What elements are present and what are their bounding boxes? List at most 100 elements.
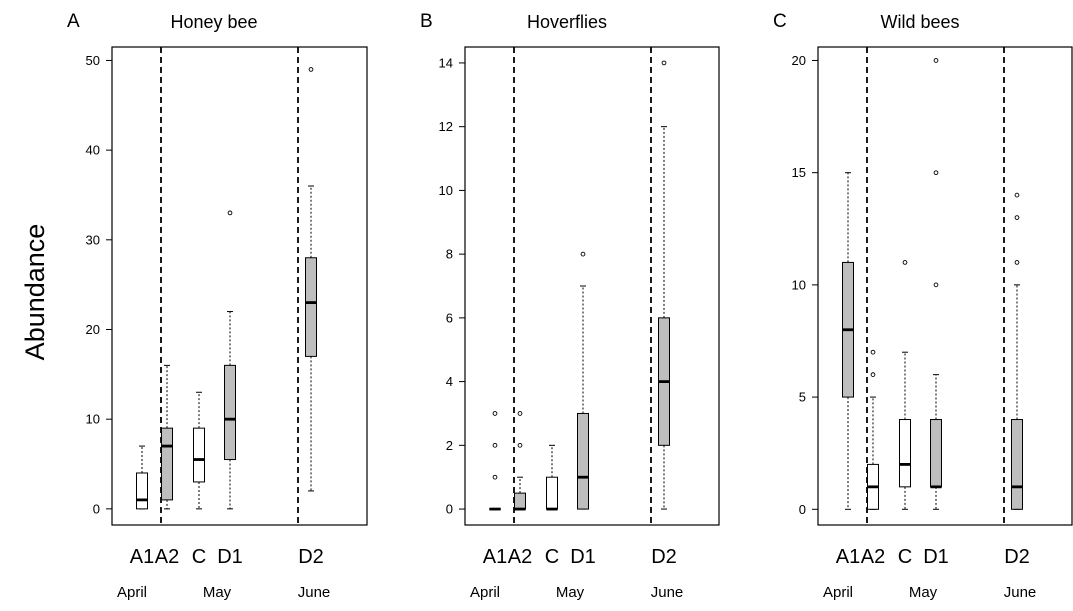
panel-letter: A <box>67 11 80 32</box>
y-tick-label: 6 <box>446 310 453 325</box>
category-label: A1 <box>836 546 860 568</box>
category-label: A2 <box>155 546 179 568</box>
box-d2 <box>1011 192 1023 510</box>
box-body <box>546 476 558 510</box>
box-c <box>193 391 205 510</box>
outlier-point <box>227 210 233 216</box>
category-label: C <box>898 546 912 568</box>
box-body <box>899 419 911 488</box>
box-body <box>1011 419 1023 510</box>
category-label: D2 <box>1004 546 1030 568</box>
category-label: A2 <box>508 546 532 568</box>
category-label: D1 <box>923 546 949 568</box>
panel-a: A Honey bee 0 10 20 30 40 50 A1 A2 C D1 D2 April May Ju… <box>67 11 368 601</box>
panel-title: Hoverflies <box>527 12 607 32</box>
y-tick-label: 15 <box>792 165 806 180</box>
y-tick-label: 30 <box>86 232 100 247</box>
plot-frame <box>817 46 1073 526</box>
month-label: June <box>298 584 331 601</box>
outlier-point <box>933 282 939 288</box>
box-body <box>305 257 317 357</box>
box-d1 <box>577 251 589 510</box>
y-tick-label: 10 <box>86 412 100 427</box>
outlier-point <box>1014 260 1020 265</box>
outlier-point <box>1014 215 1020 220</box>
y-tick-label: 4 <box>446 374 453 389</box>
y-tick-label: 0 <box>446 502 453 517</box>
y-tick-label: 10 <box>792 277 806 292</box>
outlier-point <box>517 442 523 448</box>
outlier-point <box>661 60 667 66</box>
box-d1 <box>224 210 236 510</box>
box-a2 <box>161 364 173 510</box>
y-axis-label: Abundance <box>20 224 50 361</box>
y-tick-label: 0 <box>93 501 100 516</box>
month-label: May <box>909 584 938 601</box>
outlier-point <box>933 170 939 176</box>
month-label: June <box>651 584 684 601</box>
category-label: A1 <box>130 546 154 568</box>
month-label: May <box>203 584 232 601</box>
box-body <box>514 492 526 510</box>
month-label: May <box>556 584 585 601</box>
box-a1 <box>136 445 148 510</box>
box-a2 <box>867 349 879 510</box>
y-tick-label: 14 <box>439 55 453 70</box>
box-body <box>136 472 148 510</box>
box-body <box>577 412 589 510</box>
month-label: April <box>823 584 853 601</box>
outlier-point <box>870 372 876 377</box>
category-label: C <box>192 546 206 568</box>
plot-frame <box>464 46 720 526</box>
box-a1 <box>489 411 501 511</box>
category-label: D2 <box>651 546 677 568</box>
box-body <box>224 364 236 461</box>
panel-title: Wild bees <box>880 12 959 32</box>
box-c <box>546 444 558 511</box>
y-tick-label: 0 <box>799 502 806 517</box>
outlier-point <box>933 58 939 63</box>
month-label: April <box>470 584 500 601</box>
box-body <box>193 427 205 483</box>
y-tick-label: 50 <box>86 53 100 68</box>
category-label: A2 <box>861 546 885 568</box>
outlier-point <box>902 260 908 265</box>
y-tick-label: 20 <box>86 322 100 337</box>
outlier-point <box>580 251 586 257</box>
box-a2 <box>514 411 526 511</box>
box-body <box>930 419 942 488</box>
box-d1 <box>930 58 942 510</box>
box-d2 <box>658 60 670 510</box>
panel-letter: B <box>420 11 433 32</box>
y-tick-label: 2 <box>446 438 453 453</box>
plot-frame <box>111 46 368 526</box>
panel-title: Honey bee <box>170 12 257 32</box>
month-label: April <box>117 584 147 601</box>
panel-b: B Hoverflies 0 2 4 6 8 10 12 14 A1 A2 C D1 D2 April May J… <box>420 11 720 601</box>
y-tick-label: 5 <box>799 390 806 405</box>
outlier-point <box>1014 192 1020 198</box>
y-tick-label: 20 <box>792 53 806 68</box>
y-tick-label: 10 <box>439 183 453 198</box>
outlier-point <box>308 67 314 72</box>
outlier-point <box>492 411 498 416</box>
y-tick-label: 8 <box>446 247 453 262</box>
box-a1 <box>842 172 854 510</box>
box-body <box>161 427 173 501</box>
category-label: A1 <box>483 546 507 568</box>
panel-letter: C <box>773 11 787 32</box>
y-tick-label: 40 <box>86 143 100 158</box>
month-label: June <box>1004 584 1037 601</box>
category-label: D1 <box>217 546 243 568</box>
outlier-point <box>492 474 498 480</box>
y-tick-label: 12 <box>439 119 453 134</box>
category-label: D1 <box>570 546 596 568</box>
category-label: D2 <box>298 546 324 568</box>
outlier-point <box>870 349 876 355</box>
box-c <box>899 260 911 510</box>
outlier-point <box>517 411 523 416</box>
outlier-point <box>492 442 498 448</box>
panel-c: C Wild bees 0 5 10 15 20 A1 A2 C D1 D2 April May June <box>773 11 1073 601</box>
